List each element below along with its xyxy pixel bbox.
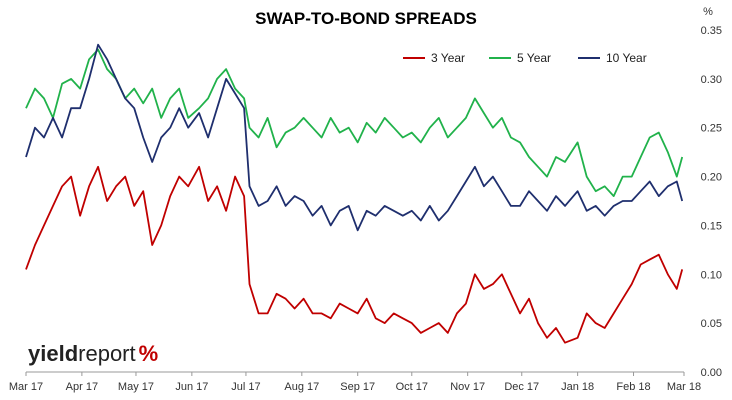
x-axis-ticks: Mar 17 Apr 17 May 17 Jun 17 Jul 17 Aug 17 Sep …: [9, 372, 701, 393]
x-tick-label: Mar 18: [667, 381, 701, 393]
y-tick-label: 0.30: [701, 74, 722, 86]
svg-text:yieldreport%: yieldreport%: [28, 341, 158, 366]
x-tick-label: Apr 17: [66, 381, 98, 393]
y-tick-label: 0.25: [701, 123, 722, 135]
yieldreport-logo: yieldreport%: [28, 341, 158, 366]
y-tick-label: 0.10: [701, 269, 722, 281]
y-tick-label: 0.00: [701, 367, 722, 379]
logo-yield: yield: [28, 341, 78, 366]
legend-label: 10 Year: [606, 51, 647, 65]
series-line-10-year: [25, 43, 684, 232]
x-tick-label: Oct 17: [396, 381, 428, 393]
y-tick-label: 0.05: [701, 318, 722, 330]
x-tick-label: Feb 18: [616, 381, 650, 393]
x-tick-label: Jul 17: [231, 381, 260, 393]
x-tick-label: Dec 17: [504, 381, 539, 393]
y-axis-ticks: 0.00 0.05 0.10 0.15 0.20 0.25 0.30 0.35: [701, 25, 722, 379]
series-layer: [25, 43, 684, 344]
y-axis-unit-label: %: [703, 6, 713, 18]
x-tick-label: Nov 17: [450, 381, 485, 393]
x-tick-label: Mar 17: [9, 381, 43, 393]
logo-report: report: [78, 341, 135, 366]
series-line-5-year: [25, 48, 684, 197]
y-tick-label: 0.15: [701, 220, 722, 232]
x-tick-label: May 17: [118, 381, 154, 393]
plot-area: Mar 17 Apr 17 May 17 Jun 17 Jul 17 Aug 17 Sep …: [9, 25, 722, 393]
chart-title: SWAP-TO-BOND SPREADS: [255, 9, 477, 28]
x-tick-label: Jun 17: [175, 381, 208, 393]
legend-label: 5 Year: [517, 51, 551, 65]
y-tick-label: 0.35: [701, 25, 722, 37]
legend-label: 3 Year: [431, 51, 465, 65]
y-tick-label: 0.20: [701, 172, 722, 184]
x-tick-label: Sep 17: [340, 381, 375, 393]
legend: 3 Year 5 Year 10 Year: [403, 51, 647, 65]
logo-percent: %: [139, 341, 159, 366]
series-line-3-year: [25, 165, 684, 344]
x-tick-label: Jan 18: [561, 381, 594, 393]
x-tick-label: Aug 17: [284, 381, 319, 393]
